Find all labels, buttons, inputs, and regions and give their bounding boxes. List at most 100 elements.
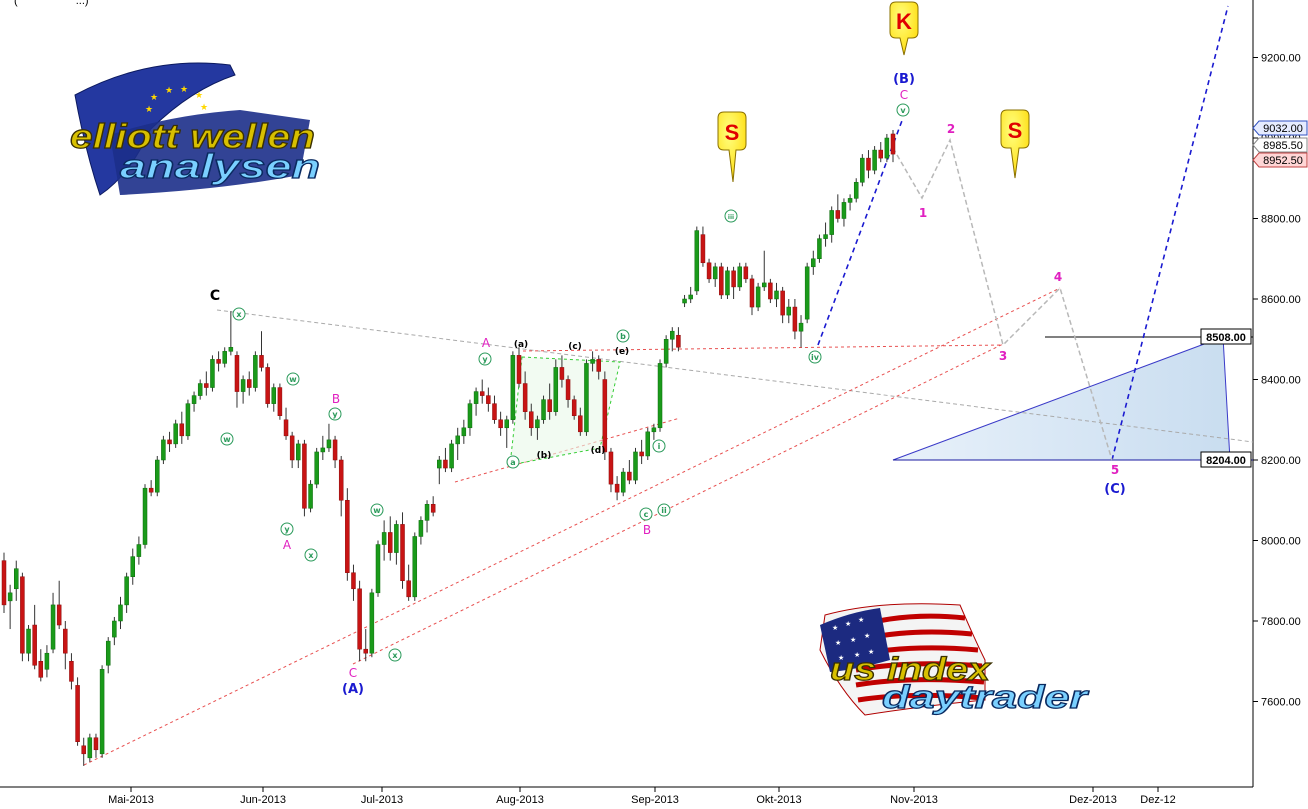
chart-caption: ( ...) xyxy=(14,0,89,7)
candle xyxy=(204,371,209,396)
candle xyxy=(50,592,56,654)
candle xyxy=(363,629,368,662)
candle xyxy=(694,226,700,295)
candle xyxy=(547,383,552,420)
candle xyxy=(657,359,663,432)
wave-label-circled: v xyxy=(896,103,910,117)
elliott-logo-line2: analysen xyxy=(120,148,320,186)
candle xyxy=(847,194,853,211)
candle xyxy=(87,733,93,762)
wave-label: w xyxy=(373,506,381,515)
candle xyxy=(69,653,74,690)
candle xyxy=(161,435,166,465)
wave-label: (C) xyxy=(1104,482,1125,497)
candle xyxy=(443,447,448,473)
x-tick-label: Aug-2013 xyxy=(496,794,544,806)
wave-label-circled: c xyxy=(639,507,653,521)
candle xyxy=(234,351,240,408)
candle xyxy=(394,520,399,565)
candle xyxy=(817,234,822,263)
svg-text:★: ★ xyxy=(150,93,158,103)
candle xyxy=(7,584,13,630)
svg-text:★: ★ xyxy=(180,85,188,95)
svg-text:★: ★ xyxy=(850,636,856,644)
candle xyxy=(860,154,865,187)
candle xyxy=(167,431,172,452)
candle xyxy=(283,407,289,440)
candle xyxy=(467,399,473,436)
svg-text:★: ★ xyxy=(835,639,841,647)
wave-label: (d) xyxy=(591,446,606,456)
candle xyxy=(798,315,804,348)
candle xyxy=(185,399,191,440)
level-label-8508: 8508.00 xyxy=(1206,332,1246,344)
candle xyxy=(400,512,405,589)
wave-label: C xyxy=(349,666,357,680)
candle xyxy=(780,286,785,324)
wave-label-circled: w xyxy=(286,372,300,386)
y-axis-ticks: 9200.009000.008800.008600.008400.008200.… xyxy=(1253,53,1301,709)
candle xyxy=(173,419,178,448)
candle xyxy=(473,387,479,416)
svg-text:★: ★ xyxy=(200,103,208,113)
s-signal-bubble-2: S xyxy=(1000,109,1030,179)
wave-label: 1 xyxy=(919,206,927,220)
candle xyxy=(541,395,546,424)
candle xyxy=(289,431,295,469)
candle xyxy=(504,415,509,448)
wave-label: x xyxy=(392,651,398,660)
wave-label-circled: x xyxy=(304,548,318,562)
price-tags: 9032.00 8985.50 8952.50 xyxy=(1252,120,1308,168)
candle xyxy=(712,262,718,287)
candle xyxy=(222,347,227,368)
wave-label-circled: x xyxy=(388,648,402,662)
wave-label-circled: x xyxy=(232,307,246,321)
candle xyxy=(246,371,252,396)
candle xyxy=(645,427,651,460)
candle xyxy=(406,564,411,601)
candle xyxy=(412,532,418,601)
candle xyxy=(449,439,454,473)
candle xyxy=(345,488,350,581)
svg-text:★: ★ xyxy=(838,654,844,662)
candle xyxy=(197,379,203,400)
svg-text:★: ★ xyxy=(165,86,173,96)
candle xyxy=(388,516,393,561)
candle xyxy=(424,500,430,533)
wave-label-circled: y xyxy=(328,407,342,421)
svg-text:★: ★ xyxy=(195,91,203,101)
candle xyxy=(277,383,283,420)
candle xyxy=(1,552,7,613)
elliott-logo-line1: elliott wellen xyxy=(70,118,315,156)
target-zone-triangle xyxy=(892,336,1231,461)
candle xyxy=(571,395,577,420)
svg-text:★: ★ xyxy=(858,616,864,624)
candle xyxy=(872,146,877,175)
candle xyxy=(326,423,332,452)
candle xyxy=(63,621,68,670)
candle xyxy=(381,520,387,561)
y-tick-label: 9200.00 xyxy=(1261,53,1301,65)
candle xyxy=(768,278,773,304)
x-tick-label: Nov-2013 xyxy=(890,794,938,806)
candle xyxy=(418,516,424,545)
wave-label-circled: b xyxy=(616,329,630,343)
wave-labels: C(B)C(A)(C)CABAB12345(a)(b)(c)(d)(e)viii… xyxy=(210,72,1126,697)
candle xyxy=(670,327,675,352)
x-tick-label: Dez-2013 xyxy=(1069,794,1117,806)
candle xyxy=(725,266,730,299)
x-tick-label: Jul-2013 xyxy=(361,794,403,806)
candle xyxy=(81,737,86,766)
candle xyxy=(804,262,810,324)
candle xyxy=(614,476,620,501)
wave-label: A xyxy=(283,538,292,552)
candle xyxy=(529,403,534,436)
elliott-wellen-logo: ★ ★ ★ ★ ★ ★ elliott wellen analysen xyxy=(69,62,321,196)
wave-label: y xyxy=(332,410,338,419)
candle xyxy=(890,129,896,163)
candles xyxy=(1,129,896,766)
candle xyxy=(136,536,142,565)
candle xyxy=(516,347,522,388)
wave-label: 3 xyxy=(999,349,1007,363)
